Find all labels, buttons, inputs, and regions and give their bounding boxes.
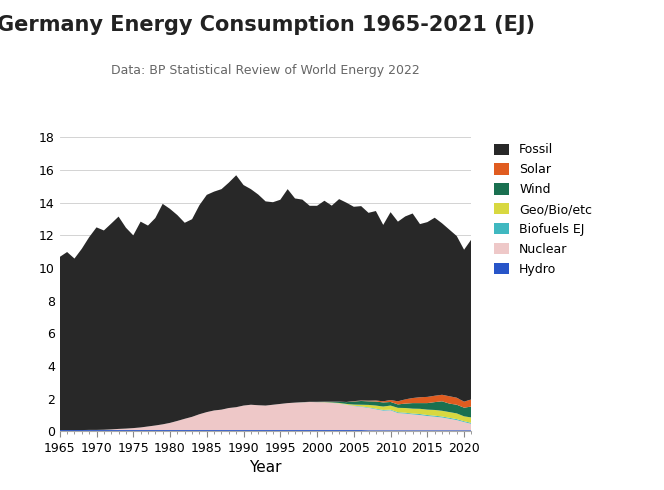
Text: Germany Energy Consumption 1965-2021 (EJ): Germany Energy Consumption 1965-2021 (EJ… [0, 15, 535, 35]
X-axis label: Year: Year [250, 460, 282, 475]
Text: Data: BP Statistical Review of World Energy 2022: Data: BP Statistical Review of World Ene… [112, 64, 420, 77]
Legend: Fossil, Solar, Wind, Geo/Bio/etc, Biofuels EJ, Nuclear, Hydro: Fossil, Solar, Wind, Geo/Bio/etc, Biofue… [494, 144, 592, 276]
